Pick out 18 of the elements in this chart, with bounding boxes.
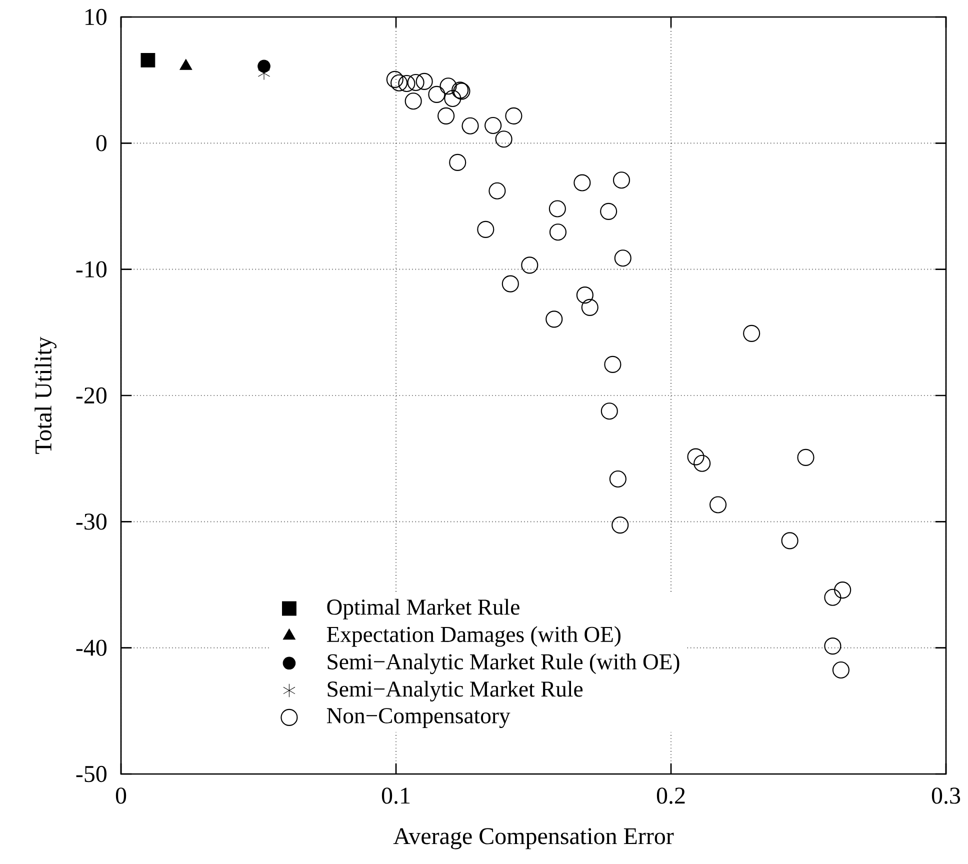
y-tick-label: -30 bbox=[76, 514, 106, 530]
y-tick-label: -50 bbox=[76, 766, 106, 782]
legend-label: Semi−Analytic Market Rule bbox=[328, 680, 583, 702]
x-tick-label: 0 bbox=[116, 788, 126, 804]
x-tick-label: 0.3 bbox=[932, 788, 960, 804]
legend-label: Optimal Market Rule bbox=[327, 598, 520, 620]
y-tick-label: -40 bbox=[76, 640, 106, 656]
x-tick-label: 0.2 bbox=[656, 788, 685, 804]
y-axis-title: Total Utility bbox=[34, 336, 56, 454]
x-tick-label: 0.1 bbox=[382, 788, 410, 804]
legend-label: Expectation Damages (with OE) bbox=[326, 626, 620, 647]
y-tick-label: -10 bbox=[76, 261, 106, 278]
y-tick-label: 0 bbox=[96, 135, 106, 152]
x-axis-title: Average Compensation Error bbox=[393, 828, 674, 850]
legend-label: Non−Compensatory bbox=[326, 708, 510, 728]
y-tick-label: 10 bbox=[86, 8, 106, 26]
y-tick-label: -20 bbox=[76, 387, 106, 404]
legend-label: Semi−Analytic Market Rule (with OE) bbox=[328, 654, 680, 674]
